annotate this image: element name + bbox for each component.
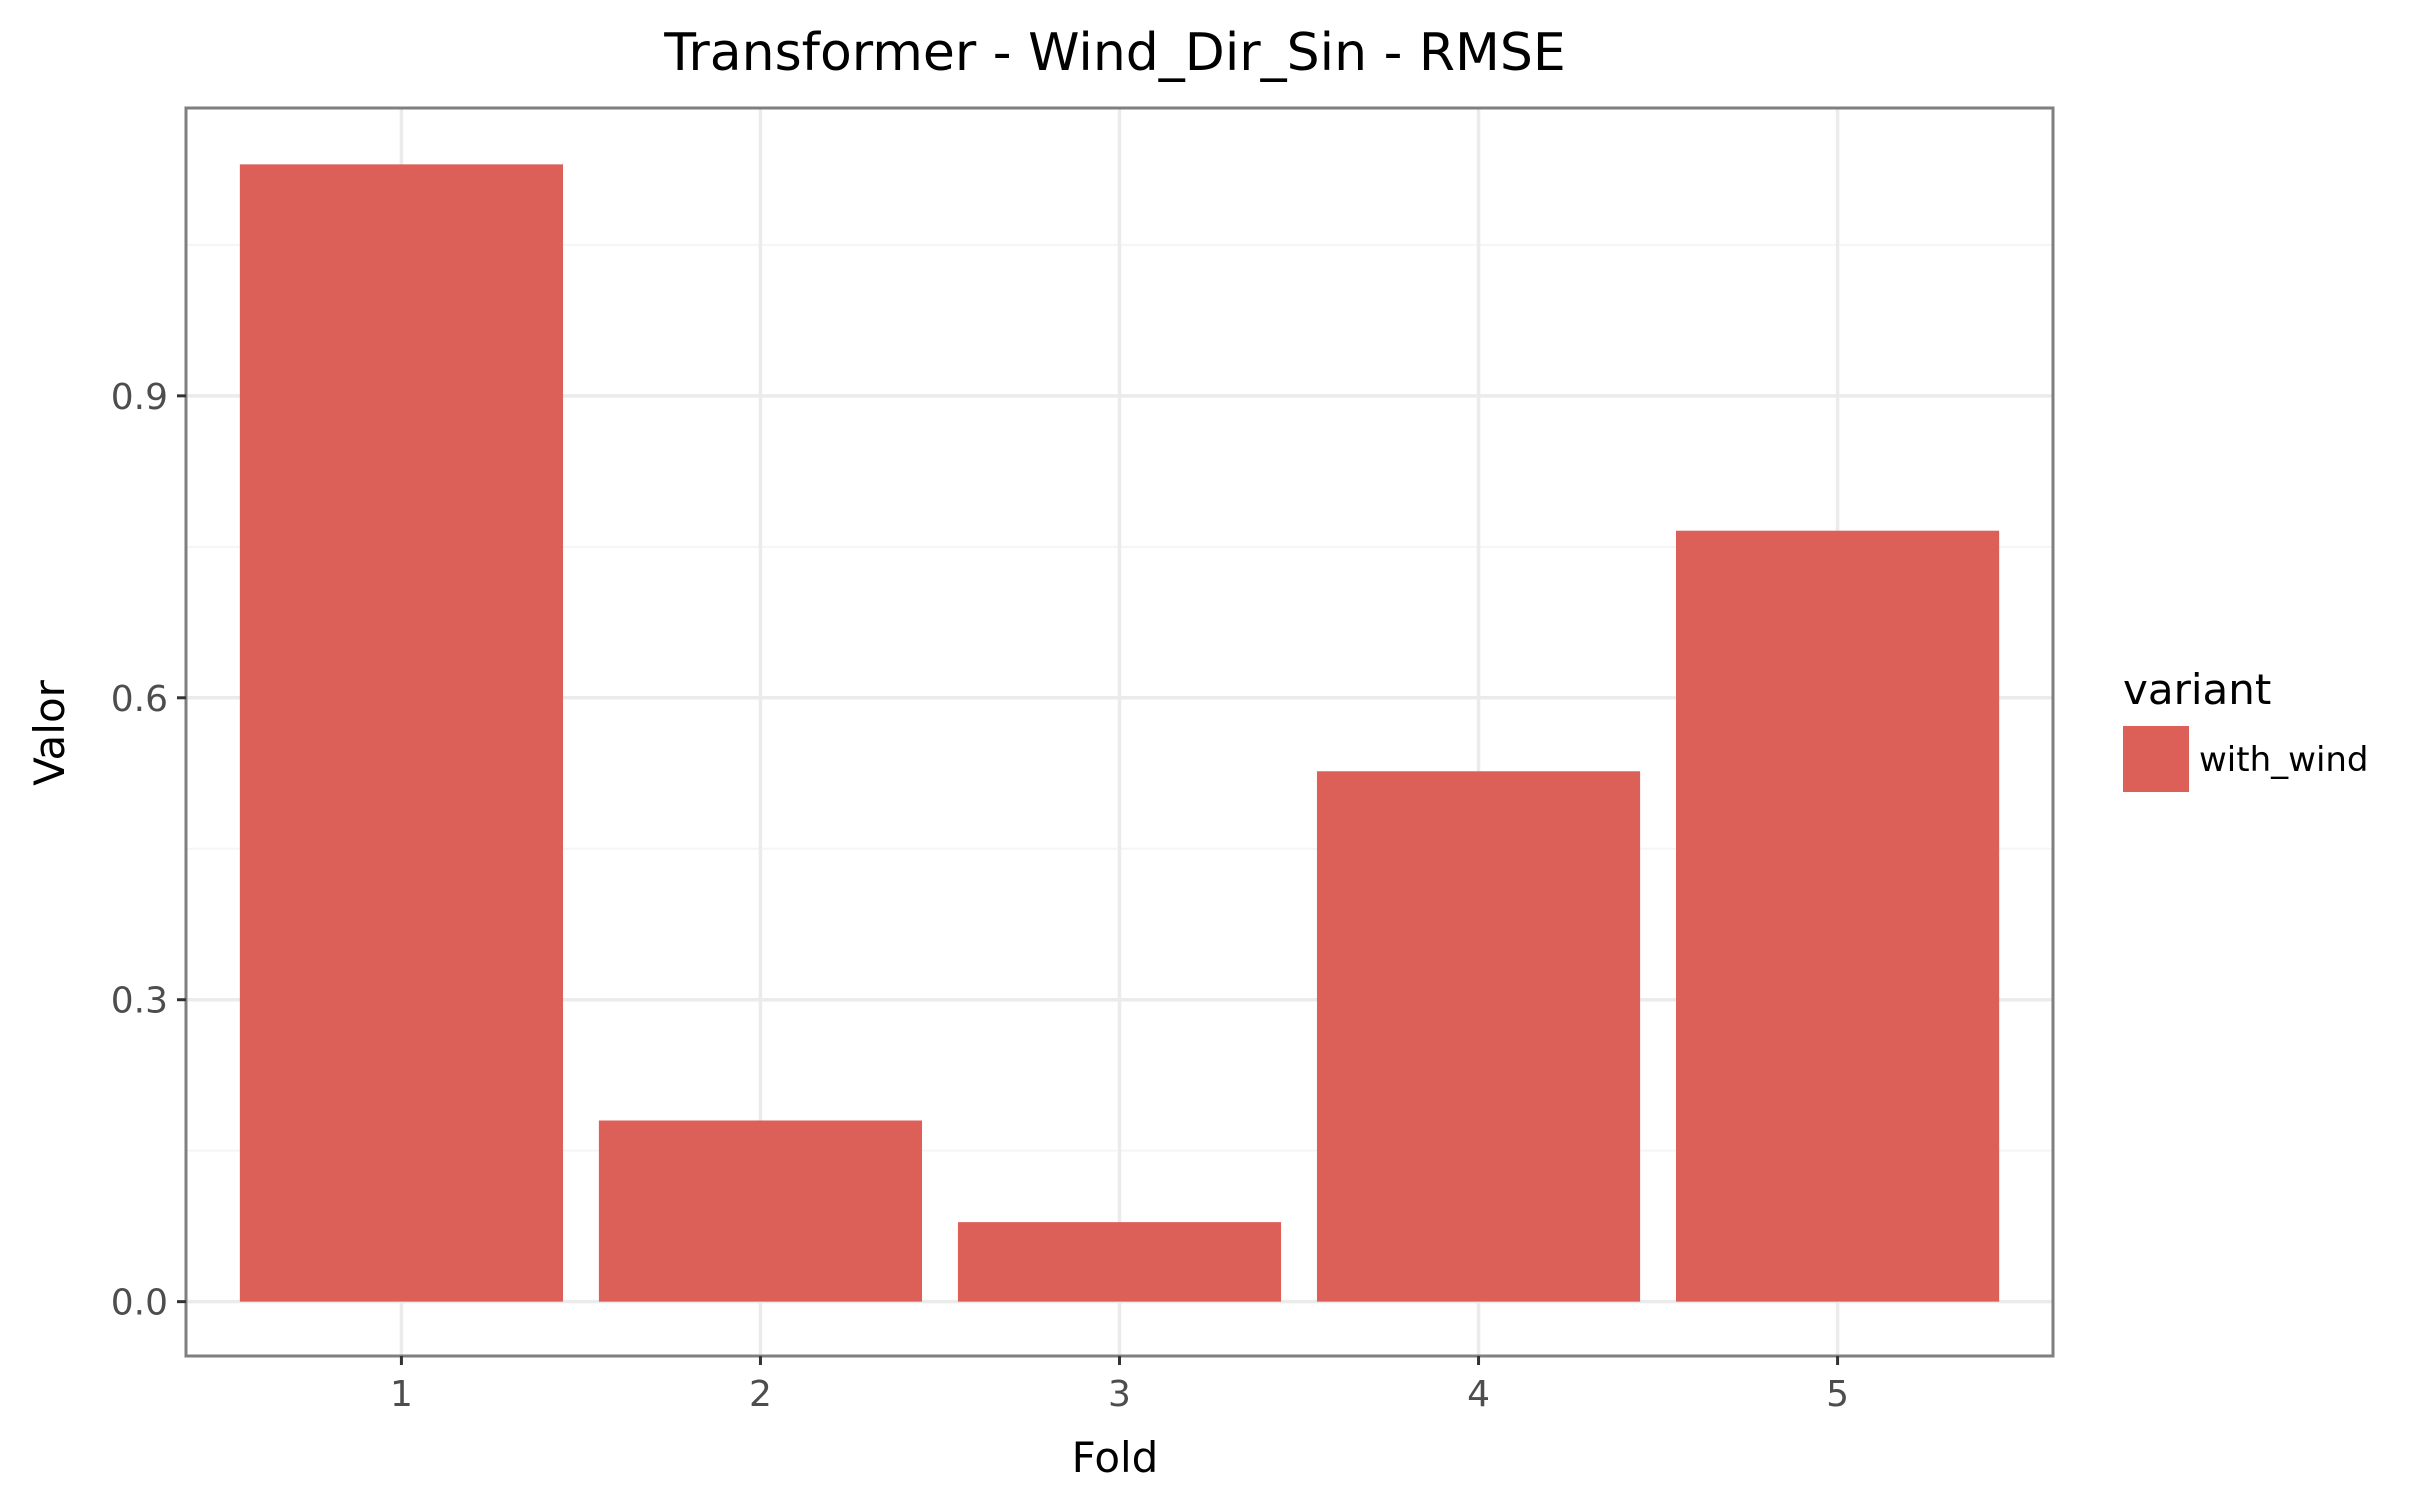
y-tick-label: 0.6 <box>111 679 168 720</box>
x-axis-title: Fold <box>1072 1433 1159 1482</box>
bar-fold-4 <box>1316 771 1641 1302</box>
y-tick-label: 0.9 <box>111 377 168 418</box>
legend: variant with_wind <box>2123 665 2369 792</box>
legend-key-with_wind <box>2123 726 2189 792</box>
x-tick-label: 1 <box>390 1374 413 1415</box>
y-tick-label: 0.3 <box>111 981 168 1022</box>
bar-fold-2 <box>598 1120 923 1302</box>
x-tick-label: 5 <box>1826 1374 1849 1415</box>
x-tick-label: 3 <box>1108 1374 1131 1415</box>
legend-label-with_wind: with_wind <box>2199 740 2369 780</box>
chart-title: Transformer - Wind_Dir_Sin - RMSE <box>663 23 1566 83</box>
x-tick-label: 2 <box>749 1374 772 1415</box>
plot-area: 0.0 0.3 0.6 0.9 1 2 3 4 5 <box>111 106 2055 1415</box>
bar-fold-3 <box>957 1222 1282 1302</box>
y-tick-label: 0.0 <box>111 1283 168 1324</box>
x-tick-label: 4 <box>1467 1374 1490 1415</box>
legend-title: variant <box>2123 665 2271 714</box>
y-axis-title: Valor <box>25 679 74 786</box>
bar-fold-1 <box>239 164 563 1302</box>
bar-fold-5 <box>1676 530 2000 1302</box>
